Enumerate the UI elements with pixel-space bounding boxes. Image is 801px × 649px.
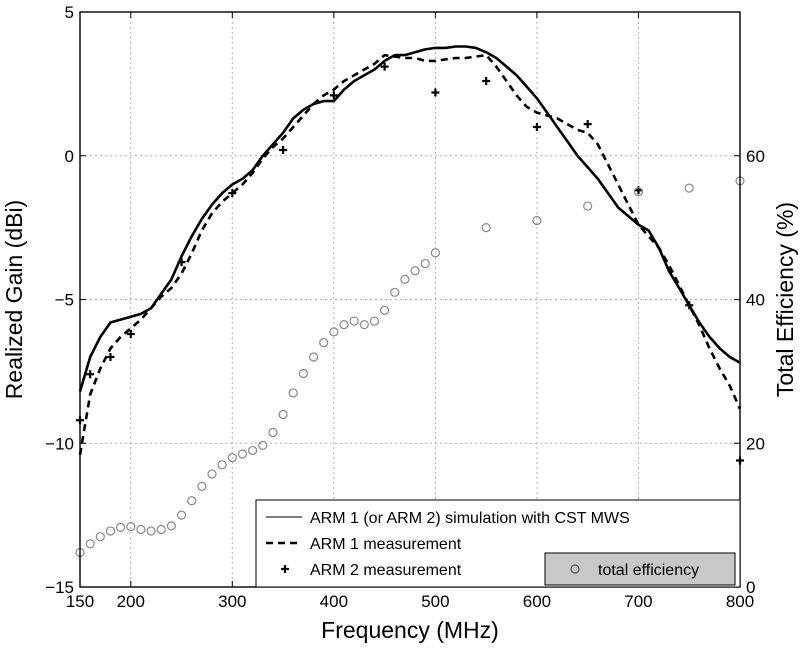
efficiency-point (278, 409, 288, 420)
arm2-measurement-point (126, 330, 135, 338)
right-y-tick-label: 0 (746, 578, 755, 597)
legend-entry-label: ARM 2 measurement (310, 562, 462, 579)
efficiency-point (95, 532, 105, 542)
arm2-measurement-point (106, 353, 115, 361)
efficiency-point (481, 223, 491, 233)
efficiency-point (359, 320, 369, 330)
left-y-tick-label: 5 (65, 3, 74, 22)
arm1-measurement-line (78, 53, 742, 456)
x-tick-label: 800 (726, 592, 754, 611)
efficiency-point (258, 440, 268, 451)
x-tick-label: 500 (421, 592, 449, 611)
efficiency-point (237, 449, 248, 459)
legend-entry-label: total efficiency (598, 562, 699, 579)
legend-arm2-swatch (281, 565, 289, 573)
arm2-measurement-point (228, 189, 237, 198)
efficiency-point (684, 183, 694, 193)
efficiency-point (217, 460, 227, 470)
legend-efficiency-swatch (570, 564, 580, 574)
left-y-tick-label: −10 (45, 434, 74, 453)
arm2-measurement-point (380, 62, 389, 71)
efficiency-point (633, 187, 644, 197)
efficiency-point (410, 266, 420, 276)
arm2-measurement-point (177, 258, 186, 267)
efficiency-point (583, 201, 593, 211)
efficiency-point (227, 453, 237, 463)
right-y-axis-label: Total Efficiency (%) (772, 202, 798, 397)
arm2-measurement-point (279, 146, 288, 154)
efficiency-point (430, 248, 440, 258)
arm2-measurement-point (431, 88, 440, 97)
efficiency-point (268, 427, 278, 438)
efficiency-point (369, 316, 380, 326)
efficiency-point (166, 521, 176, 531)
efficiency-point (105, 526, 116, 536)
efficiency-point (146, 526, 156, 536)
x-tick-label: 400 (320, 592, 348, 611)
efficiency-point (319, 338, 329, 348)
right-y-tick-label: 40 (746, 291, 765, 310)
x-axis-label: Frequency (MHz) (321, 617, 499, 643)
x-tick-label: 200 (117, 592, 145, 611)
series-layer (75, 45, 745, 558)
legend-efficiency-patch (544, 552, 736, 586)
efficiency-point (532, 215, 542, 226)
right-y-tick-label: 60 (746, 147, 765, 166)
left-y-axis-label: Realized Gain (dBi) (1, 200, 27, 399)
efficiency-point (85, 539, 95, 549)
efficiency-point (288, 388, 298, 398)
efficiency-point (197, 481, 207, 491)
efficiency-point (349, 316, 359, 326)
efficiency-point (420, 258, 430, 269)
grid (80, 12, 740, 587)
legend-entry-label: ARM 1 (or ARM 2) simulation with CST MWS (310, 510, 630, 527)
x-tick-label: 300 (218, 592, 246, 611)
efficiency-point (116, 522, 126, 532)
efficiency-point (187, 496, 197, 506)
left-y-tick-label: 0 (65, 147, 74, 166)
arm2-measurement-point (329, 91, 338, 100)
efficiency-point (136, 524, 146, 535)
ticks: 150 200 300 400 500 600 700 800 −15 −10 −5 0 5 0 20 40 6… (45, 3, 765, 611)
efficiency-point (400, 274, 410, 284)
efficiency-point (156, 524, 166, 535)
efficiency-point (248, 445, 258, 456)
legend-entry-label: ARM 1 measurement (310, 536, 462, 553)
left-y-tick-label: −15 (45, 578, 74, 597)
efficiency-point (126, 522, 136, 532)
efficiency-point (390, 287, 400, 297)
right-y-tick-label: 20 (746, 434, 765, 453)
legend: ARM 1 (or ARM 2) simulation with CST MWS… (255, 499, 741, 588)
arm2-measurement-point (685, 301, 694, 310)
efficiency-point (339, 320, 349, 330)
x-tick-label: 600 (523, 592, 551, 611)
left-y-tick-label: −5 (55, 291, 74, 310)
efficiency-point (308, 352, 319, 362)
arm2-measurement-point (482, 77, 491, 85)
x-tick-label: 150 (66, 592, 94, 611)
simulation-line (78, 45, 741, 392)
efficiency-point (298, 368, 308, 379)
x-tick-label: 700 (624, 592, 652, 611)
arm2-measurement-point (583, 120, 592, 129)
efficiency-point (380, 305, 390, 315)
arm2-measurement-point (532, 123, 541, 131)
efficiency-point (329, 327, 339, 337)
efficiency-point (176, 510, 187, 520)
arm2-measurement-point (86, 370, 95, 379)
efficiency-point (207, 469, 217, 479)
